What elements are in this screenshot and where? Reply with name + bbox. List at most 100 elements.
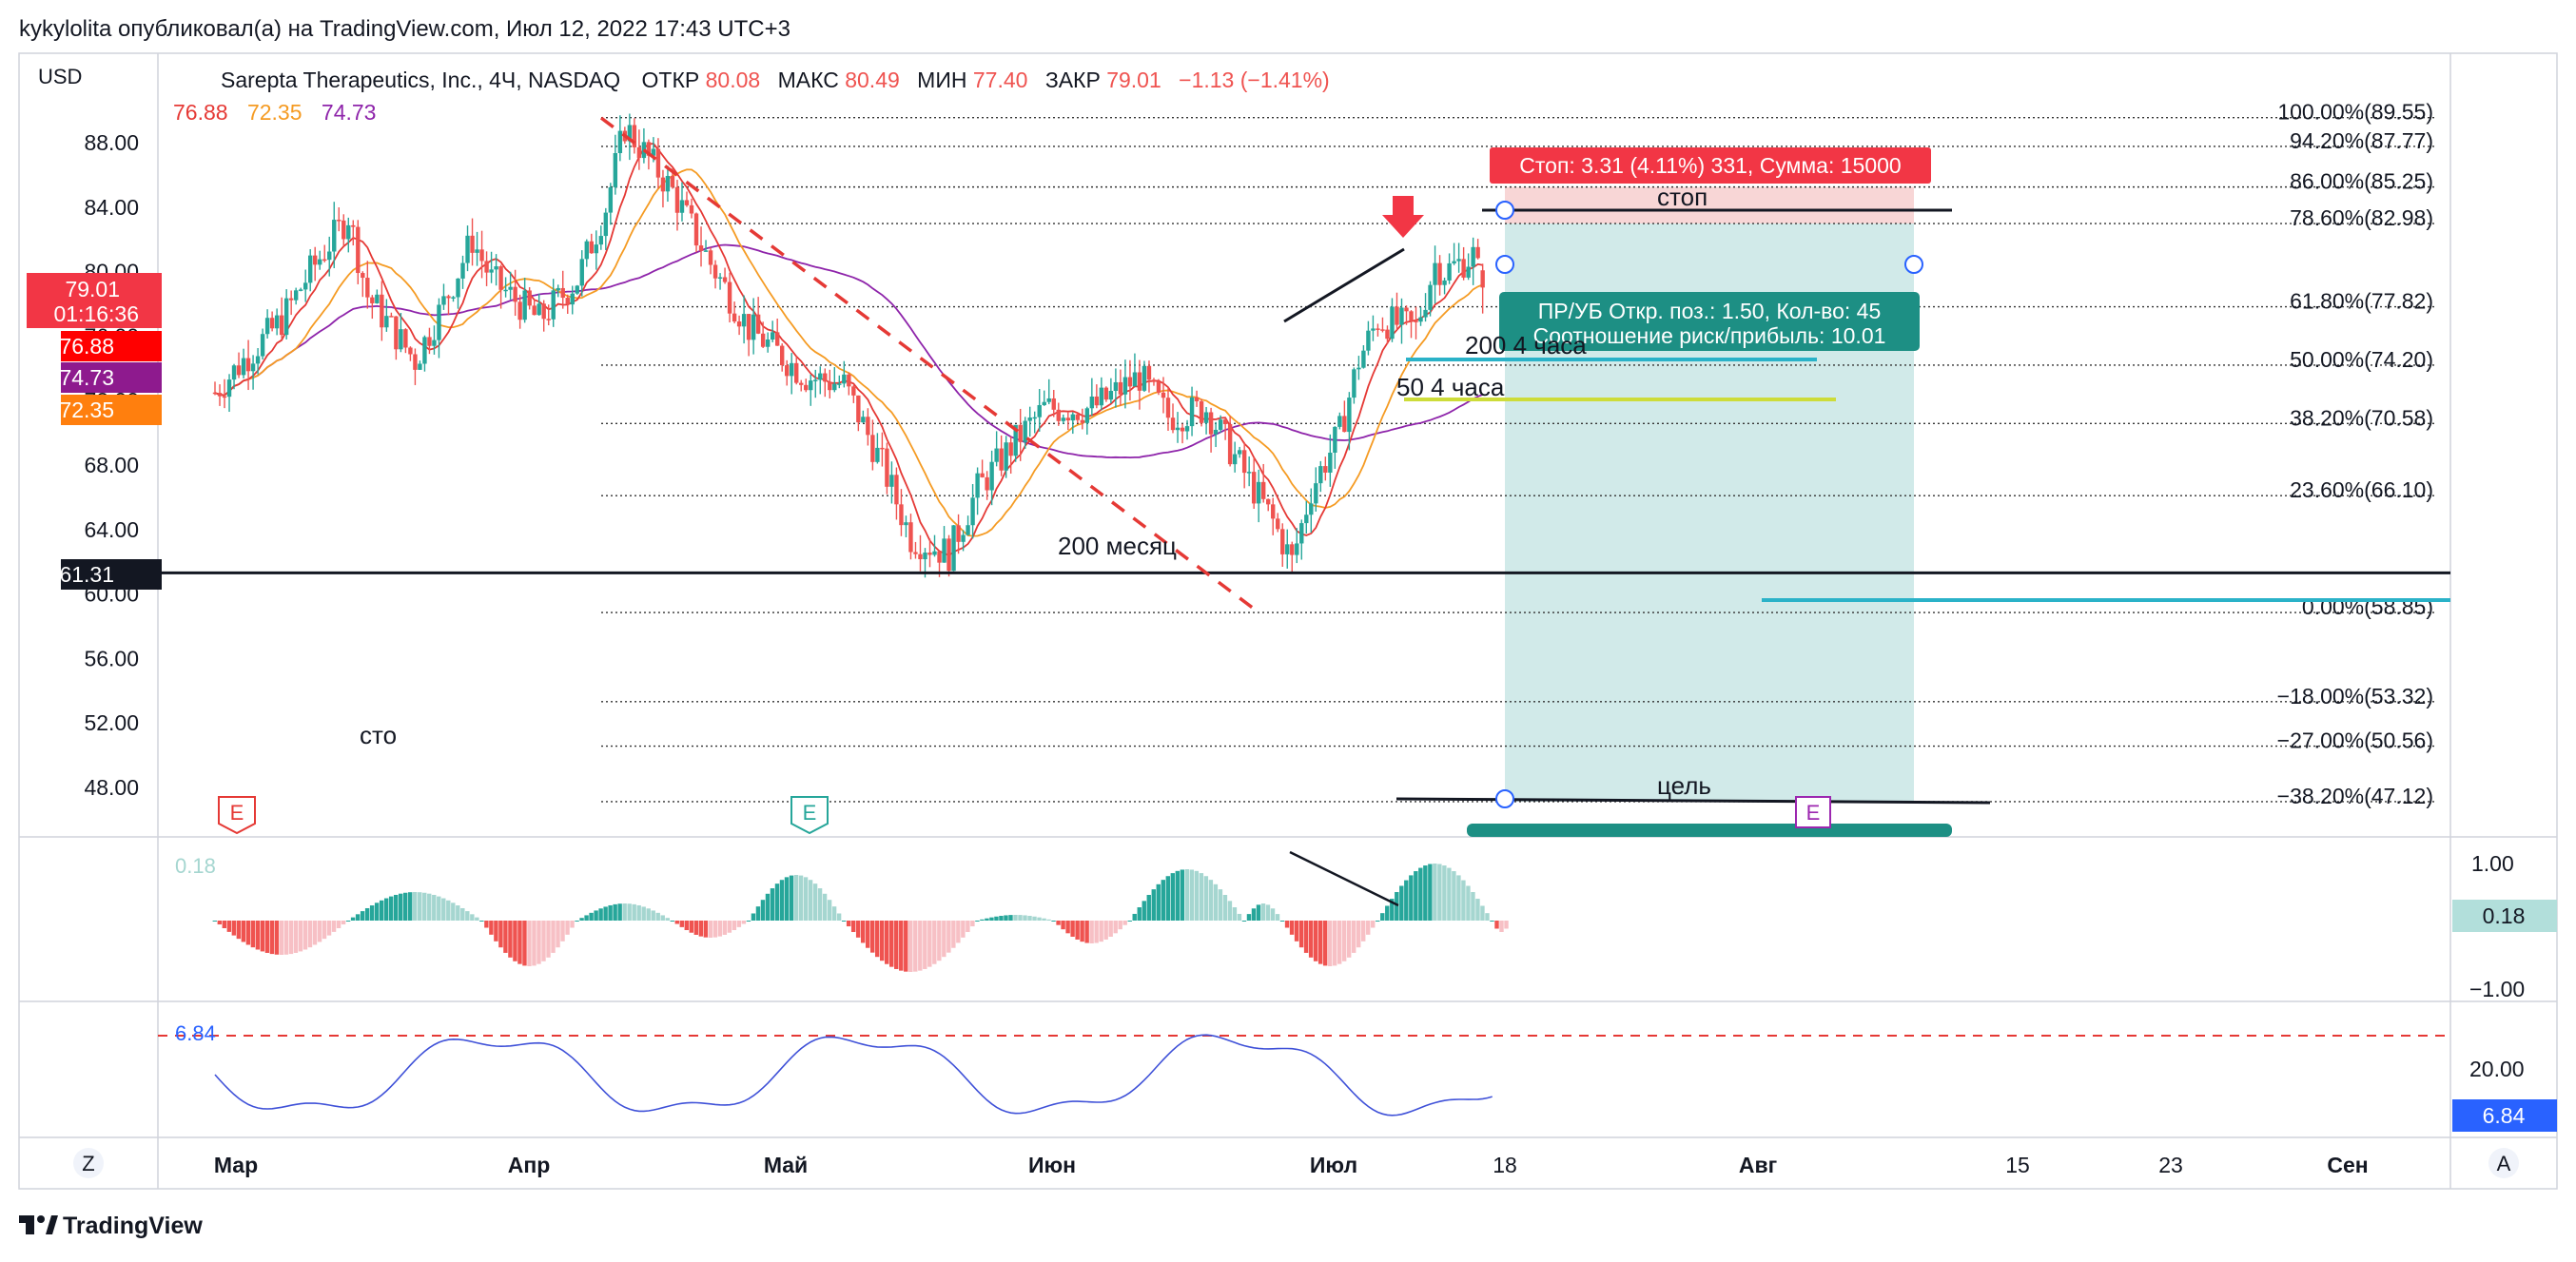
candle-body (579, 259, 584, 286)
candle (1165, 387, 1171, 431)
oscillator-bar (751, 913, 756, 921)
candle-body (774, 332, 780, 346)
stop-label[interactable]: Стоп: 3.31 (4.11%) 331, Сумма: 15000 (1490, 147, 1931, 184)
candle (1203, 406, 1209, 435)
candle (422, 335, 427, 372)
oscillator-bar (889, 921, 894, 967)
candle (832, 366, 837, 393)
candle-body (1146, 365, 1152, 380)
oscillator-bar (712, 921, 718, 938)
ma-long-line (214, 243, 1484, 459)
ma200-4h-annotation[interactable]: 200 4 часа (1465, 331, 1587, 359)
candle-body (361, 273, 365, 279)
target-annotation[interactable]: цель (1657, 771, 1711, 800)
oscillator-bar (217, 921, 223, 925)
sto-annotation[interactable]: сто (360, 721, 397, 749)
ma-mid-legend: 72.35 (247, 100, 302, 125)
oscillator-bar (841, 921, 847, 922)
oscillator-bar (1103, 921, 1108, 940)
candle-body (613, 152, 618, 187)
log-scale-button[interactable]: Z (73, 1148, 104, 1178)
candle-body (1203, 412, 1209, 423)
candle (1356, 356, 1361, 380)
oscillator-bar (1361, 921, 1366, 942)
position-info-tooltip[interactable]: ПР/УБ Откр. поз.: 1.50, Кол-во: 45 Соотн… (1499, 292, 1920, 351)
ma50-4h-annotation[interactable]: 50 4 часа (1396, 373, 1505, 401)
candle (575, 284, 579, 295)
price-tick-label: 68.00 (84, 453, 139, 477)
oscillator-bar (613, 903, 617, 921)
candle-body (356, 226, 361, 274)
earnings-marker[interactable]: E (1795, 796, 1831, 828)
oscillator-bar (1189, 869, 1195, 921)
candle (250, 355, 256, 390)
candle-body (956, 525, 961, 542)
candle-body (1227, 423, 1233, 465)
candle-body (513, 286, 517, 302)
oscillator-bar (665, 918, 670, 921)
oscillator-bar (908, 921, 913, 972)
tradingview-logo[interactable]: TradingView (19, 1213, 203, 1239)
symbol-legend[interactable]: Sarepta Therapeutics, Inc., 4Ч, NASDAQ О… (173, 68, 1330, 125)
candle-body (975, 473, 980, 498)
candle-body (313, 255, 318, 265)
oscillator-bar (1194, 870, 1200, 921)
oscillator-bar (274, 921, 280, 955)
sell-arrow-icon[interactable] (1382, 196, 1424, 238)
low-label: МИН (917, 68, 966, 92)
candle (851, 384, 856, 403)
oscillator-bar (1289, 921, 1295, 935)
candle-body (1366, 330, 1371, 351)
oscillator-bar (475, 917, 479, 921)
candle-body (427, 337, 432, 346)
candle-body (370, 297, 375, 303)
time-axis-label: Авг (1739, 1153, 1777, 1177)
candle-body (1189, 397, 1195, 427)
candle (1089, 378, 1095, 417)
candle (522, 278, 527, 323)
fibonacci-retracement[interactable]: 100.00%(89.55) 94.20%(87.77) 86.00%(85.25)… (601, 100, 2435, 808)
candle-body (889, 475, 894, 487)
oscillator-bar (1504, 921, 1509, 929)
candle (1122, 359, 1128, 409)
candle-body (1222, 419, 1228, 424)
candle (1103, 386, 1109, 402)
candle (456, 278, 460, 309)
candle (231, 363, 237, 390)
candle-body (823, 373, 828, 382)
drawings[interactable] (158, 116, 2450, 837)
candle (269, 311, 275, 332)
oscillator-bar (822, 893, 828, 921)
candle-body (1428, 284, 1433, 310)
candle (908, 514, 913, 560)
oscillator-bar (994, 916, 999, 921)
oscillator-bar (1265, 904, 1271, 921)
position-zones (1505, 186, 1914, 802)
candle-body (1371, 328, 1376, 331)
candle-body (1170, 417, 1176, 431)
candle (527, 287, 532, 310)
candle (870, 419, 875, 471)
auto-scale-button[interactable]: A (2488, 1148, 2519, 1178)
earnings-marker[interactable]: E (218, 796, 256, 835)
position-handle (1495, 255, 1514, 274)
candle-body (1184, 426, 1190, 432)
oscillator-bar (212, 921, 217, 922)
candle-body (727, 282, 732, 314)
oscillator-value-badge: 0.18 (2452, 900, 2557, 932)
stop-annotation[interactable]: стоп (1657, 183, 1708, 211)
candle (727, 272, 732, 322)
candle-body (432, 340, 437, 346)
ma200-month-annotation[interactable]: 200 месяц (1058, 532, 1177, 560)
oscillator-bar (1051, 921, 1056, 922)
candle-body (226, 379, 232, 398)
oscillator-bar (632, 903, 636, 921)
earnings-marker[interactable]: E (790, 796, 829, 835)
candle (318, 250, 322, 270)
candle-body (765, 340, 771, 347)
oscillator-bar (236, 921, 242, 940)
candle (1246, 456, 1252, 487)
candle-body (665, 176, 671, 192)
candle (1337, 412, 1342, 430)
oscillator-scale-bottom: −1.00 (2469, 977, 2525, 1001)
